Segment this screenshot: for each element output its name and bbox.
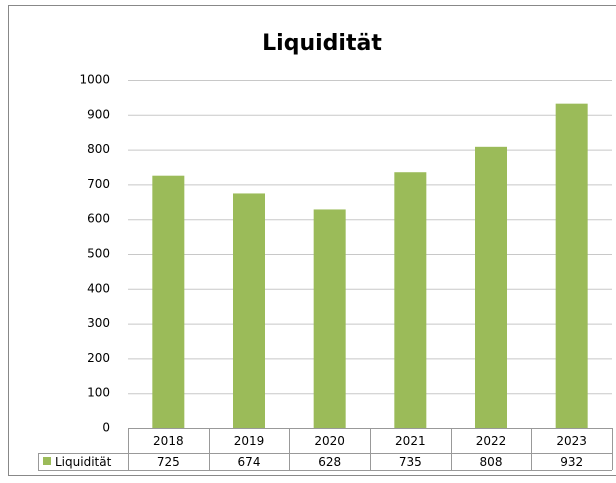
data-table-value: 674 <box>238 455 261 469</box>
x-tick-label: 2023 <box>556 434 587 448</box>
data-table-value: 932 <box>560 455 583 469</box>
chart-border <box>8 5 616 476</box>
bar <box>152 175 185 428</box>
bar <box>313 209 346 428</box>
y-tick-label: 400 <box>87 281 110 295</box>
y-tick-label: 0 <box>102 421 110 435</box>
data-table-value: 808 <box>480 455 503 469</box>
bar <box>233 193 265 428</box>
y-tick-label: 300 <box>87 316 110 330</box>
bar <box>555 103 588 428</box>
x-tick-label: 2021 <box>395 434 426 448</box>
y-tick-label: 900 <box>87 107 110 121</box>
x-tick-label: 2019 <box>234 434 265 448</box>
y-tick-label: 800 <box>87 142 110 156</box>
y-tick-label: 600 <box>87 212 110 226</box>
y-tick-label: 100 <box>87 386 110 400</box>
bar <box>475 146 507 429</box>
x-tick-label: 2022 <box>476 434 507 448</box>
y-tick-label: 500 <box>87 247 110 261</box>
legend-swatch <box>43 457 51 465</box>
data-table-value: 628 <box>318 455 341 469</box>
chart-title: Liquidität <box>262 31 382 56</box>
legend-label: Liquidität <box>55 455 112 469</box>
data-table-value: 735 <box>399 455 422 469</box>
y-tick-label: 200 <box>87 351 110 365</box>
x-tick-label: 2018 <box>153 434 184 448</box>
y-tick-label: 700 <box>87 177 110 191</box>
y-tick-label: 1000 <box>79 73 110 87</box>
x-tick-label: 2020 <box>314 434 345 448</box>
bar <box>394 172 427 428</box>
data-table-value: 725 <box>157 455 180 469</box>
